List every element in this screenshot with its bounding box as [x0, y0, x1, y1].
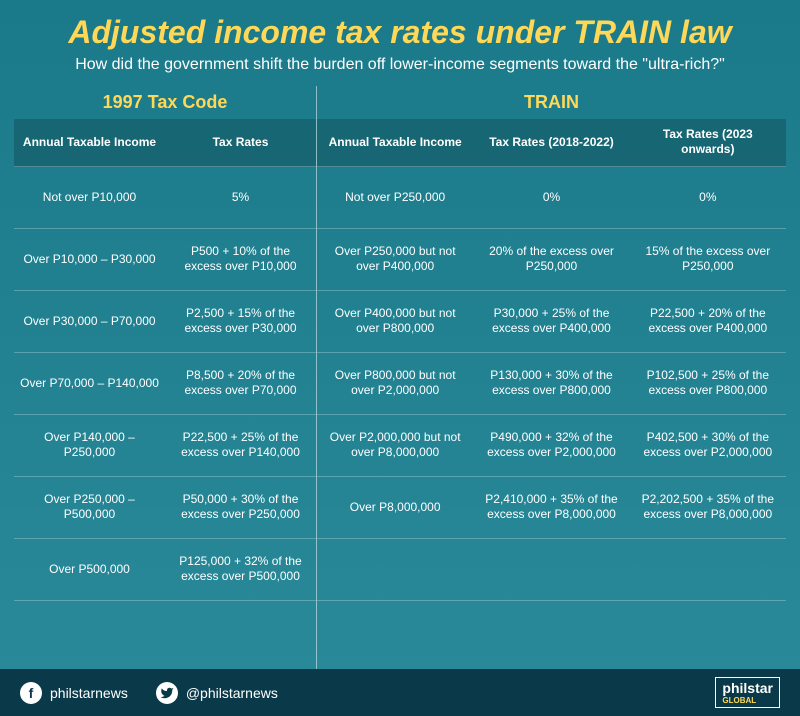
table-cell [630, 539, 786, 601]
table-cell [317, 539, 473, 601]
left-column-headers: Annual Taxable Income Tax Rates [14, 119, 316, 167]
table-cell: P2,410,000 + 35% of the excess over P8,0… [473, 477, 629, 539]
table-row: Over P250,000 – P500,000P50,000 + 30% of… [14, 477, 316, 539]
logo-subtext: GLOBAL [722, 696, 773, 705]
logo-text: philstar [722, 680, 773, 696]
twitter-icon [156, 682, 178, 704]
table-cell: 0% [473, 167, 629, 229]
table-cell: Over P250,000 – P500,000 [14, 477, 165, 539]
table-cell: Not over P250,000 [317, 167, 473, 229]
table-cell: 15% of the excess over P250,000 [630, 229, 786, 291]
table-row [317, 539, 786, 601]
twitter-handle: @philstarnews [186, 685, 278, 701]
table-cell: P130,000 + 30% of the excess over P800,0… [473, 353, 629, 415]
philstar-logo: philstar GLOBAL [715, 677, 780, 708]
table-row: Over P2,000,000 but not over P8,000,000P… [317, 415, 786, 477]
table-cell: Over P10,000 – P30,000 [14, 229, 165, 291]
table-row: Over P30,000 – P70,000P2,500 + 15% of th… [14, 291, 316, 353]
left-header: 1997 Tax Code [14, 86, 316, 119]
table-cell: P125,000 + 32% of the excess over P500,0… [165, 539, 316, 601]
table-row: Over P800,000 but not over P2,000,000P13… [317, 353, 786, 415]
table-cell: P22,500 + 25% of the excess over P140,00… [165, 415, 316, 477]
table-cell: P490,000 + 32% of the excess over P2,000… [473, 415, 629, 477]
table-cell: P500 + 10% of the excess over P10,000 [165, 229, 316, 291]
table-cell: Over P250,000 but not over P400,000 [317, 229, 473, 291]
facebook-icon: f [20, 682, 42, 704]
table-row: Not over P250,0000%0% [317, 167, 786, 229]
table-cell: Over P500,000 [14, 539, 165, 601]
table-cell: P50,000 + 30% of the excess over P250,00… [165, 477, 316, 539]
infographic-wrapper: Adjusted income tax rates under TRAIN la… [0, 0, 800, 716]
col-header: Tax Rates [165, 119, 316, 167]
tables-container: 1997 Tax Code Annual Taxable Income Tax … [0, 86, 800, 669]
page-title: Adjusted income tax rates under TRAIN la… [0, 0, 800, 55]
table-cell: 20% of the excess over P250,000 [473, 229, 629, 291]
table-cell: P2,202,500 + 35% of the excess over P8,0… [630, 477, 786, 539]
table-cell: Over P2,000,000 but not over P8,000,000 [317, 415, 473, 477]
col-header: Tax Rates (2023 onwards) [630, 119, 786, 167]
right-header: TRAIN [317, 86, 786, 119]
table-cell: Over P70,000 – P140,000 [14, 353, 165, 415]
table-row: Over P250,000 but not over P400,00020% o… [317, 229, 786, 291]
table-cell: P30,000 + 25% of the excess over P400,00… [473, 291, 629, 353]
table-cell: Over P30,000 – P70,000 [14, 291, 165, 353]
page-subtitle: How did the government shift the burden … [0, 55, 800, 86]
table-cell: Over P800,000 but not over P2,000,000 [317, 353, 473, 415]
table-row: Over P10,000 – P30,000P500 + 10% of the … [14, 229, 316, 291]
left-table: 1997 Tax Code Annual Taxable Income Tax … [14, 86, 316, 669]
table-row: Over P140,000 – P250,000P22,500 + 25% of… [14, 415, 316, 477]
table-cell: Over P140,000 – P250,000 [14, 415, 165, 477]
table-cell: Not over P10,000 [14, 167, 165, 229]
footer: f philstarnews @philstarnews philstar GL… [0, 669, 800, 716]
table-cell: P402,500 + 30% of the excess over P2,000… [630, 415, 786, 477]
table-row: Over P8,000,000P2,410,000 + 35% of the e… [317, 477, 786, 539]
table-cell: P22,500 + 20% of the excess over P400,00… [630, 291, 786, 353]
table-cell: P102,500 + 25% of the excess over P800,0… [630, 353, 786, 415]
table-cell: Over P400,000 but not over P800,000 [317, 291, 473, 353]
facebook-handle: philstarnews [50, 685, 128, 701]
table-cell: 0% [630, 167, 786, 229]
table-cell: Over P8,000,000 [317, 477, 473, 539]
table-cell: 5% [165, 167, 316, 229]
table-cell: P8,500 + 20% of the excess over P70,000 [165, 353, 316, 415]
table-row: Not over P10,0005% [14, 167, 316, 229]
col-header: Annual Taxable Income [14, 119, 165, 167]
table-cell [473, 539, 629, 601]
col-header: Tax Rates (2018-2022) [473, 119, 629, 167]
right-column-headers: Annual Taxable Income Tax Rates (2018-20… [317, 119, 786, 167]
col-header: Annual Taxable Income [317, 119, 473, 167]
table-cell: P2,500 + 15% of the excess over P30,000 [165, 291, 316, 353]
right-table: TRAIN Annual Taxable Income Tax Rates (2… [316, 86, 786, 669]
table-row: Over P70,000 – P140,000P8,500 + 20% of t… [14, 353, 316, 415]
table-row: Over P400,000 but not over P800,000P30,0… [317, 291, 786, 353]
table-row: Over P500,000P125,000 + 32% of the exces… [14, 539, 316, 601]
